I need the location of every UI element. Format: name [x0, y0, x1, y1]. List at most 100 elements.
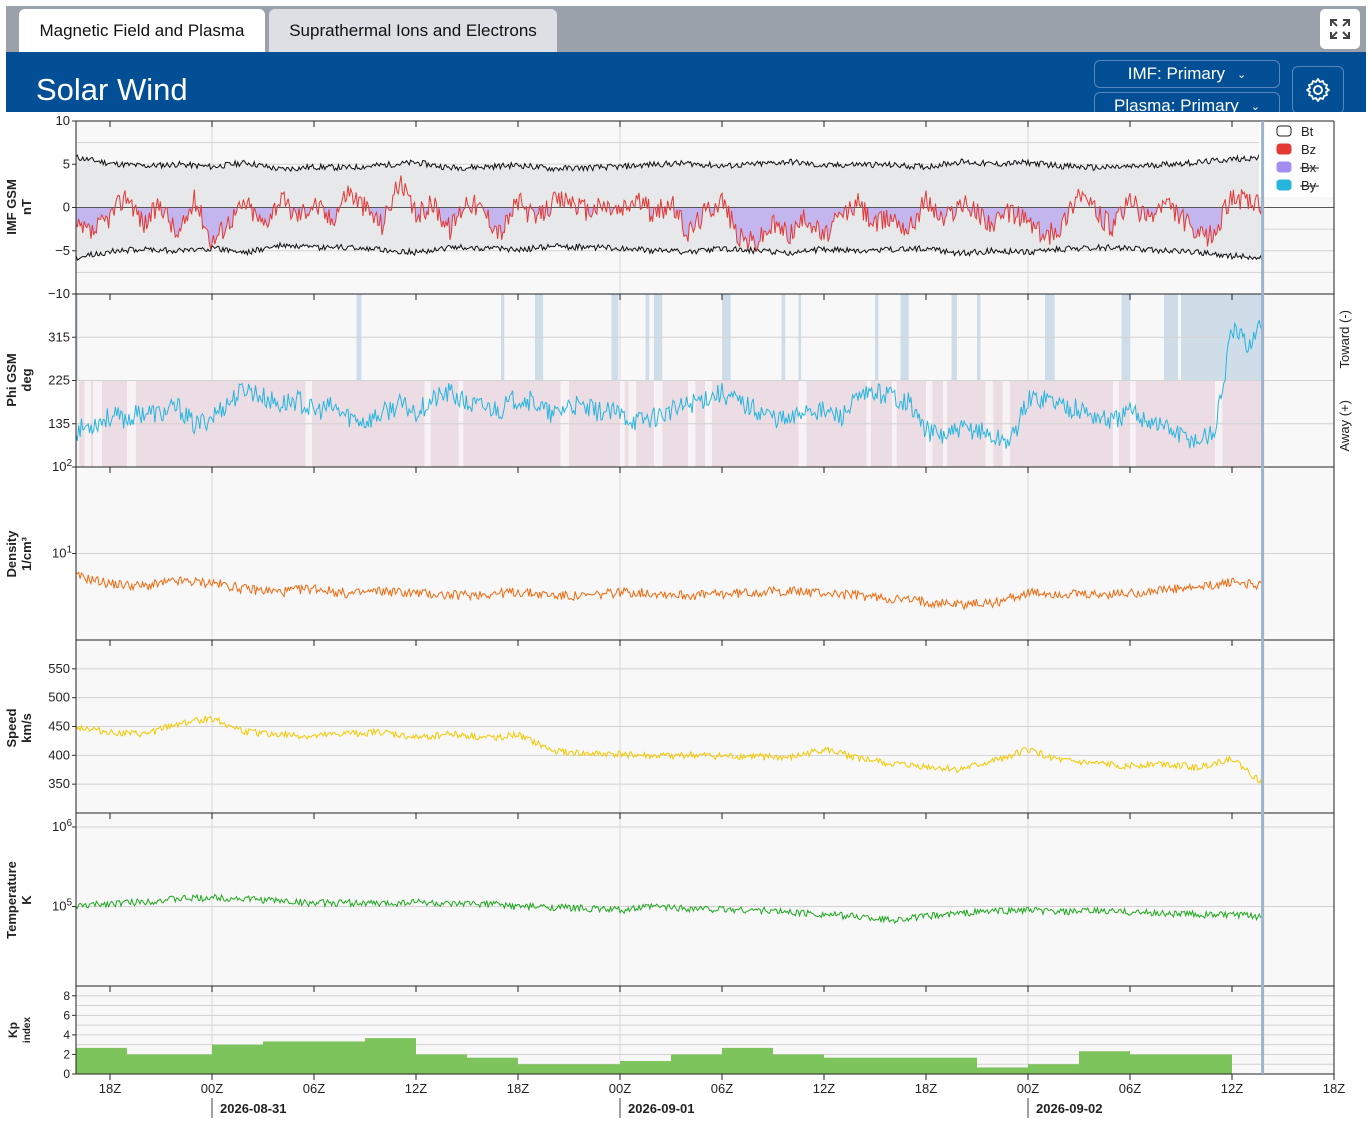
settings-button[interactable]	[1292, 66, 1344, 112]
imf-tick-label: 0	[63, 200, 70, 215]
kp-bar	[1028, 1064, 1079, 1074]
time-tick-label: 18Z	[507, 1081, 529, 1096]
away-label: Away (+)	[1337, 400, 1352, 451]
expand-button[interactable]	[1320, 9, 1360, 49]
kp-bar	[569, 1064, 620, 1074]
kp-bar	[773, 1054, 824, 1074]
phi-series-line	[75, 319, 1263, 449]
time-tick-label: 12Z	[405, 1081, 427, 1096]
toward-label: Toward (-)	[1337, 310, 1352, 369]
legend-swatch-bz	[1276, 143, 1292, 155]
kp-bar	[467, 1057, 518, 1074]
temperature-axis-label-unit: K	[19, 895, 34, 905]
time-tick-label: 00Z	[609, 1081, 631, 1096]
time-tick-label: 00Z	[1017, 1081, 1039, 1096]
chevron-down-icon: ⌄	[1250, 100, 1260, 113]
speed-axis-label-unit: km/s	[19, 713, 34, 743]
expand-icon	[1330, 19, 1350, 39]
date-label: 2026-09-01	[628, 1101, 695, 1116]
page-title: Solar Wind	[36, 72, 188, 107]
kp-bar	[314, 1041, 365, 1074]
legend-swatch-bt	[1276, 125, 1292, 137]
legend-swatch-by	[1276, 179, 1292, 191]
chevron-down-icon: ⌄	[1237, 68, 1247, 81]
kp-bar	[416, 1054, 467, 1074]
imf-tick-label: 10	[56, 113, 70, 128]
imf-axis-label-unit: nT	[19, 199, 34, 215]
date-label: 2026-09-02	[1036, 1101, 1103, 1116]
bt-series-line-negative	[75, 241, 1263, 261]
bz-series-line	[75, 175, 1263, 252]
phi-axis-label-unit: deg	[19, 368, 34, 391]
speed-tick-label: 400	[48, 747, 70, 762]
speed-series-line	[75, 715, 1263, 787]
temperature-series-line	[75, 893, 1263, 925]
kp-bar	[518, 1064, 569, 1074]
imf-source-select[interactable]: IMF: Primary ⌄	[1094, 60, 1280, 88]
legend-swatch-bx	[1276, 161, 1292, 173]
time-tick-label: 18Z	[99, 1081, 121, 1096]
tab-suprathermal-ions-and-electrons[interactable]: Suprathermal Ions and Electrons	[269, 9, 557, 52]
imf-tick-label: −10	[48, 286, 70, 301]
kp-bar	[1181, 1054, 1232, 1074]
time-tick-label: 12Z	[1221, 1081, 1243, 1096]
kp-axis-label-unit: index	[22, 1017, 33, 1044]
plasma-select-label: Plasma: Primary	[1114, 96, 1239, 112]
kp-bar	[671, 1054, 722, 1074]
kp-tick-label: 4	[63, 1028, 70, 1042]
speed-tick-label: 550	[48, 661, 70, 676]
kp-bar	[1130, 1054, 1181, 1074]
kp-bar	[620, 1060, 671, 1074]
gear-icon	[1306, 78, 1330, 102]
time-tick-label: 18Z	[1323, 1081, 1345, 1096]
kp-axis-label: Kp	[6, 1022, 20, 1038]
kp-bar	[263, 1041, 314, 1074]
temperature-axis-label: Temperature	[4, 861, 19, 939]
phi-tick-label: 315	[48, 329, 70, 344]
speed-tick-label: 450	[48, 719, 70, 734]
imf-tick-label: 5	[63, 156, 70, 171]
time-tick-label: 18Z	[915, 1081, 937, 1096]
kp-tick-label: 2	[63, 1047, 70, 1061]
time-tick-label: 06Z	[303, 1081, 325, 1096]
time-tick-label: 12Z	[813, 1081, 835, 1096]
phi-axis-label: Phi GSM	[4, 353, 19, 406]
kp-bar	[1079, 1051, 1130, 1074]
kp-bar	[824, 1057, 875, 1074]
plasma-source-select[interactable]: Plasma: Primary ⌄	[1094, 92, 1280, 112]
date-label: 2026-08-31	[220, 1101, 287, 1116]
temperature-tick-label: 106	[52, 818, 72, 834]
phi-tick-label: 135	[48, 416, 70, 431]
tab-magnetic-field-and-plasma[interactable]: Magnetic Field and Plasma	[19, 9, 265, 52]
density-tick-label: 101	[52, 545, 72, 561]
kp-bar	[161, 1054, 212, 1074]
kp-bar	[110, 1054, 161, 1074]
kp-tick-label: 6	[63, 1008, 70, 1022]
speed-axis-label: Speed	[4, 708, 19, 747]
phi-tick-label: 225	[48, 373, 70, 388]
top-tab-bar: Magnetic Field and Plasma Suprathermal I…	[6, 6, 1366, 52]
speed-tick-label: 350	[48, 776, 70, 791]
time-tick-label: 06Z	[711, 1081, 733, 1096]
kp-bar	[926, 1057, 977, 1074]
density-tick-label: 102	[52, 458, 72, 474]
kp-bar	[365, 1038, 416, 1074]
temperature-tick-label: 105	[52, 897, 72, 913]
legend-label-bz: Bz	[1301, 142, 1316, 157]
legend-box	[1259, 121, 1334, 197]
density-series-line	[75, 571, 1263, 611]
time-tick-label: 06Z	[1119, 1081, 1141, 1096]
imf-axis-label: IMF GSM	[4, 179, 19, 235]
kp-bar	[722, 1047, 773, 1074]
bt-series-line	[75, 153, 1263, 173]
legend-label-bt: Bt	[1301, 124, 1314, 139]
time-tick-label: 00Z	[201, 1081, 223, 1096]
kp-bar	[977, 1067, 1028, 1074]
solar-wind-header: Solar Wind IMF: Primary ⌄ Plasma: Primar…	[6, 52, 1366, 112]
density-axis-label-unit: 1/cm³	[19, 536, 34, 571]
kp-bar	[212, 1044, 263, 1074]
imf-tick-label: −5	[55, 243, 70, 258]
imf-select-label: IMF: Primary	[1127, 64, 1226, 83]
density-axis-label: Density	[4, 530, 19, 578]
